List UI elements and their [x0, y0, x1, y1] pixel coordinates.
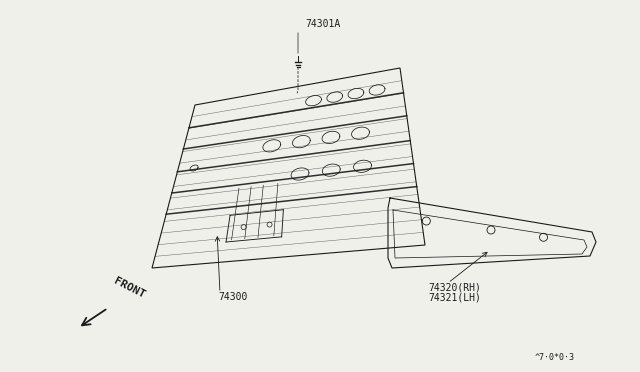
- Text: 74301A: 74301A: [305, 19, 340, 29]
- Text: 74321(LH): 74321(LH): [428, 292, 481, 302]
- Text: 74320(RH): 74320(RH): [428, 282, 481, 292]
- Text: ^7·0*0·3: ^7·0*0·3: [535, 353, 575, 362]
- Text: FRONT: FRONT: [112, 276, 147, 300]
- Text: 74300: 74300: [218, 292, 248, 302]
